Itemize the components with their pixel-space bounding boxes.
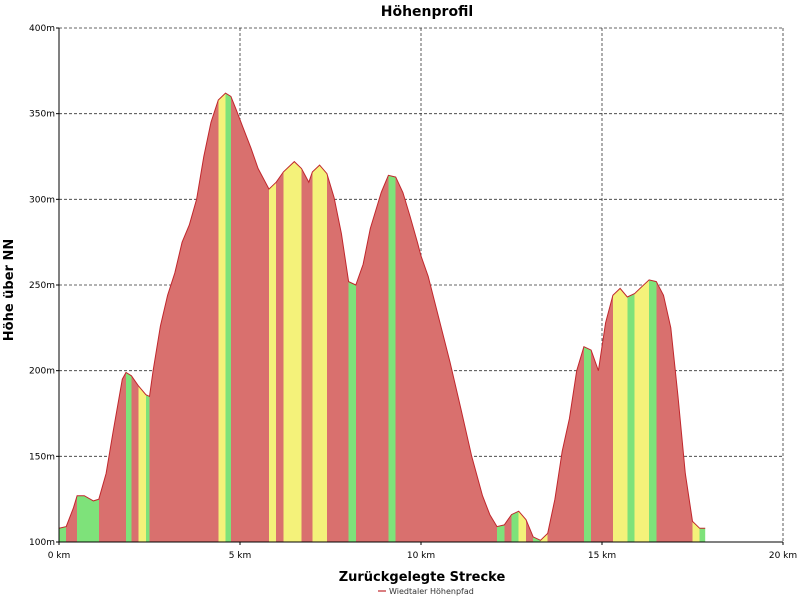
chart-title: Höhenprofil bbox=[381, 4, 473, 20]
y-tick-label: 350m bbox=[29, 110, 55, 120]
plot-area bbox=[59, 92, 706, 542]
y-tick-label: 300m bbox=[29, 195, 55, 205]
legend-label: Wiedtaler Höhenpfad bbox=[389, 587, 474, 596]
y-tick-label: 400m bbox=[29, 24, 55, 34]
tick-labels: 0 km 5 km 10 km 15 km 20 km 100m 150m 200m 250m 3… bbox=[29, 24, 797, 561]
x-tick-label: 0 km bbox=[48, 551, 71, 561]
y-tick-label: 250m bbox=[29, 281, 55, 291]
y-tick-label: 150m bbox=[29, 452, 55, 462]
legend: Wiedtaler Höhenpfad bbox=[378, 587, 474, 596]
x-tick-label: 20 km bbox=[769, 551, 797, 561]
y-tick-label: 100m bbox=[29, 538, 55, 548]
elevation-area bbox=[59, 93, 706, 542]
x-tick-label: 10 km bbox=[407, 551, 435, 561]
y-axis-title: Höhe über NN bbox=[2, 239, 17, 341]
x-axis-title: Zurückgelegte Strecke bbox=[339, 570, 506, 585]
elevation-line bbox=[59, 92, 706, 541]
y-tick-label: 200m bbox=[29, 367, 55, 377]
x-tick-label: 5 km bbox=[229, 551, 252, 561]
x-tick-label: 15 km bbox=[588, 551, 616, 561]
